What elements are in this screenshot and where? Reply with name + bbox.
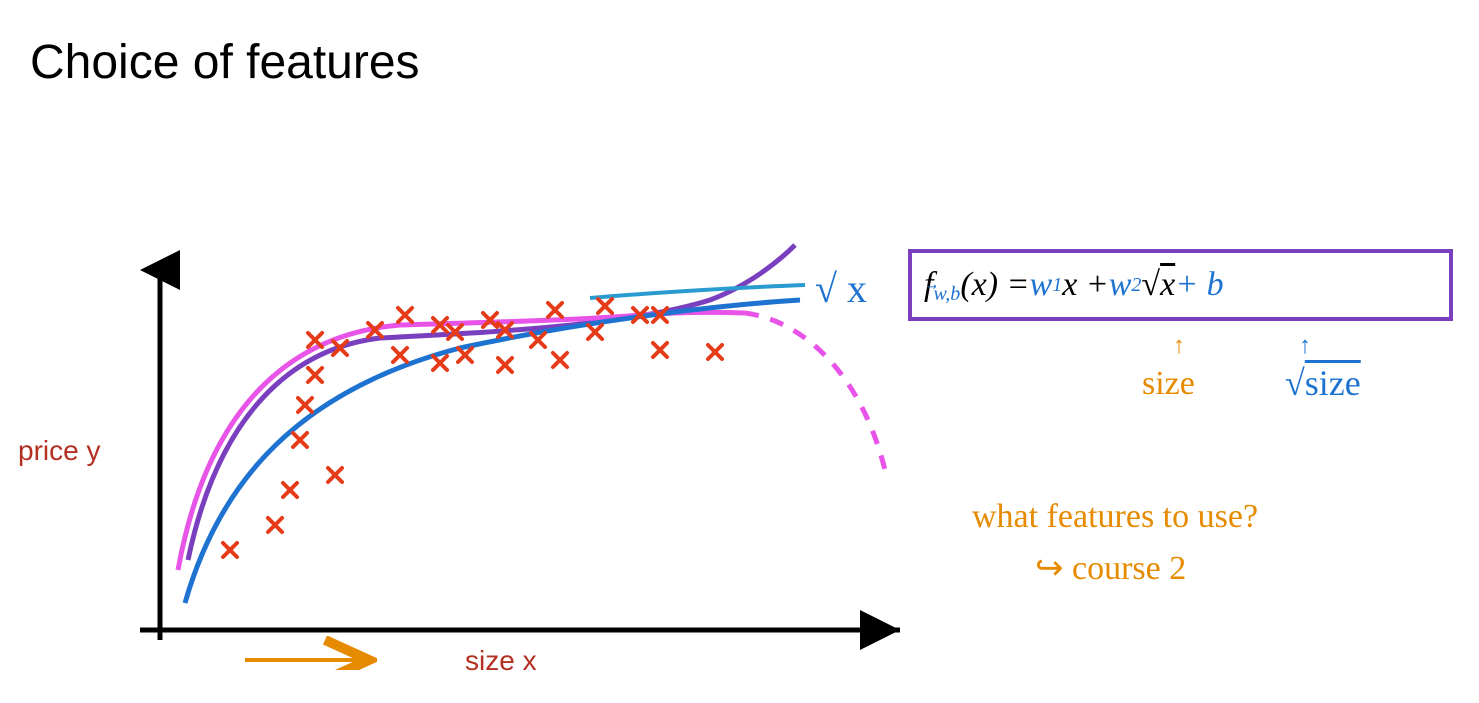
annotation-sqrt-size: √size (1285, 362, 1361, 404)
page-title: Choice of features (30, 35, 420, 90)
y-axis-label: price y (18, 435, 100, 467)
formula-w1: w (1030, 266, 1053, 304)
formula-w2: w (1109, 266, 1132, 304)
formula-x1: x + (1062, 266, 1109, 304)
curve-cubic-purple (188, 245, 795, 560)
note-course2: ↪ course 2 (1035, 548, 1186, 588)
curve-magenta-dashed (745, 313, 885, 470)
formula-sub1: 1 (1052, 274, 1062, 297)
arrow-up-sqrtsize: ↑ (1299, 332, 1311, 360)
chart-svg (140, 240, 910, 670)
arrow-up-size: ↑ (1173, 332, 1185, 360)
formula-sub2: 2 (1131, 274, 1141, 297)
formula-sqrt: √x (1141, 266, 1175, 304)
formula-sub-wb: ⃗w,b (933, 281, 960, 306)
formula-plus-b: + b (1175, 266, 1223, 304)
annotation-size: size (1142, 365, 1195, 403)
note-what-features: what features to use? (972, 498, 1258, 536)
curve-sqrt-tail (590, 285, 805, 298)
chart (140, 240, 910, 670)
sqrt-x-annotation: √ x (815, 265, 867, 312)
formula-paren: (x) = (960, 266, 1029, 304)
formula-box: f⃗w,b(x) = w1x + w2√x + b (908, 249, 1453, 321)
